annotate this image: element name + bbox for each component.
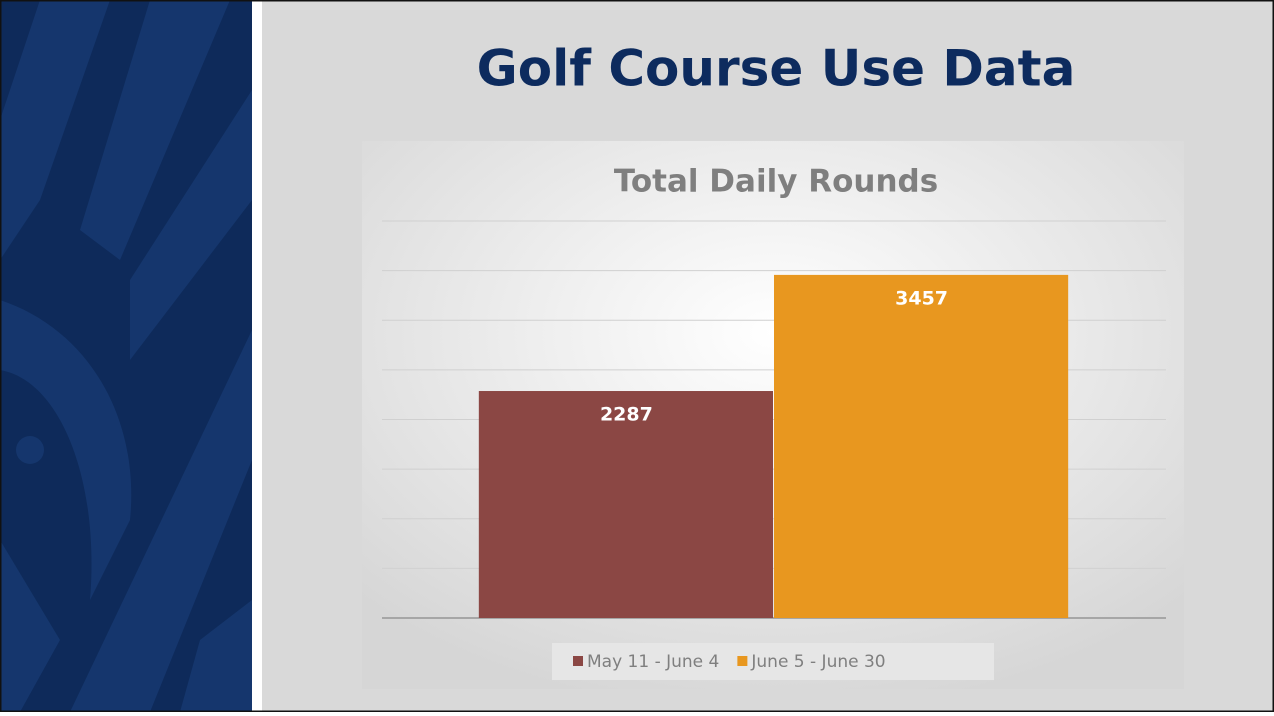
slide-title: Golf Course Use Data	[477, 40, 1076, 98]
data-label: 2287	[600, 404, 653, 426]
legend-swatch	[573, 656, 583, 666]
slide: Golf Course Use Data Total Daily Rounds …	[0, 0, 1274, 712]
bar	[774, 275, 1068, 618]
data-label: 3457	[895, 287, 948, 309]
chart-title: Total Daily Rounds	[614, 164, 938, 200]
legend-label: May 11 - June 4	[587, 652, 719, 672]
legend-swatch	[737, 656, 747, 666]
divider	[252, 0, 262, 712]
legend-label: June 5 - June 30	[750, 652, 885, 672]
